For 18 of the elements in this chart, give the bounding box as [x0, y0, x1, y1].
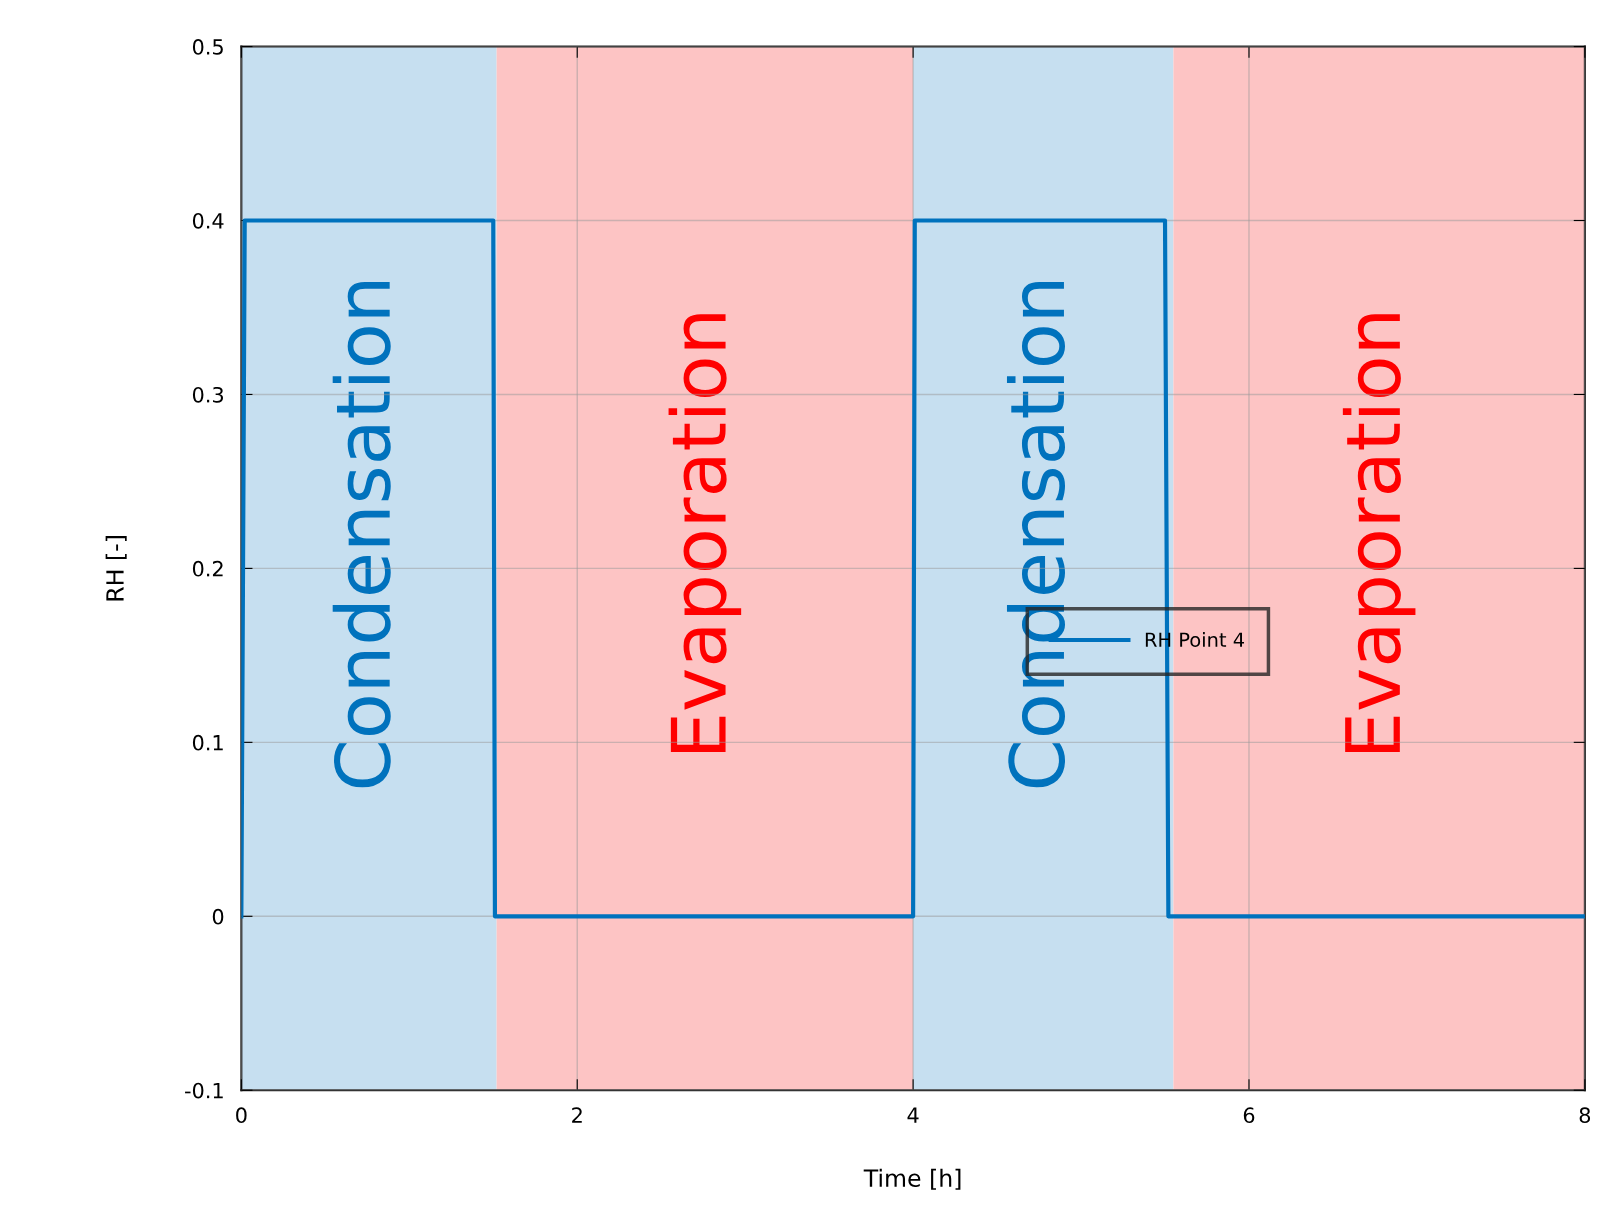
- x-tick-label: 6: [1243, 1107, 1255, 1124]
- y-tick-label: 0.4: [192, 212, 224, 229]
- x-axis-title: Time [h]: [863, 1168, 961, 1190]
- band-label: Evaporation: [668, 314, 742, 753]
- x-tick-label: 2: [572, 1107, 582, 1123]
- y-tick-label: 0.2: [192, 560, 223, 577]
- x-tick-label: 4: [907, 1107, 919, 1123]
- y-tick-label: 0.3: [192, 386, 224, 403]
- y-tick-label: 0.1: [192, 734, 223, 751]
- y-tick-label: 0.5: [192, 39, 223, 55]
- y-axis-title: RH [-]: [105, 536, 127, 601]
- band-label: Evaporation: [1342, 314, 1416, 753]
- band-label: Condensation: [332, 282, 391, 788]
- y-tick-label: 0: [212, 908, 224, 925]
- y-tick-label: -0.1: [185, 1082, 223, 1099]
- x-tick-label: 8: [1579, 1107, 1591, 1124]
- x-tick-label: 0: [236, 1107, 247, 1124]
- band-label: Condensation: [1006, 282, 1066, 788]
